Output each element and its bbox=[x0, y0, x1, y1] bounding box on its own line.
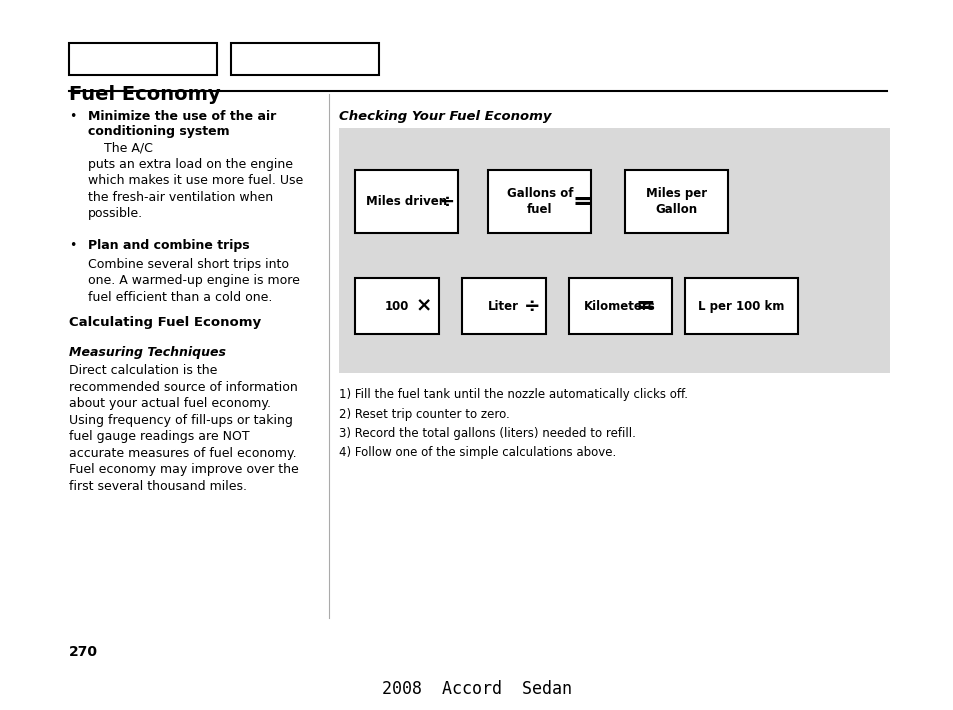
Text: Combine several short trips into
one. A warmed-up engine is more
fuel efficient : Combine several short trips into one. A … bbox=[88, 258, 299, 304]
Text: The A/C
puts an extra load on the engine
which makes it use more fuel. Use
the f: The A/C puts an extra load on the engine… bbox=[88, 141, 303, 220]
Bar bbox=[355, 278, 438, 334]
Text: Miles driven: Miles driven bbox=[365, 195, 447, 208]
Text: Direct calculation is the
recommended source of information
about your actual fu: Direct calculation is the recommended so… bbox=[69, 364, 298, 493]
Text: Measuring Techniques: Measuring Techniques bbox=[69, 346, 226, 359]
Text: ÷: ÷ bbox=[523, 297, 540, 315]
Bar bbox=[568, 278, 671, 334]
Bar bbox=[624, 170, 727, 233]
Text: 270: 270 bbox=[69, 645, 97, 659]
Bar bbox=[461, 278, 545, 334]
Text: •: • bbox=[69, 239, 76, 252]
Text: Liter: Liter bbox=[488, 300, 518, 312]
Text: Minimize the use of the air
conditioning system: Minimize the use of the air conditioning… bbox=[88, 110, 275, 138]
Bar bbox=[338, 128, 889, 373]
Text: =: = bbox=[572, 190, 591, 214]
Text: 100: 100 bbox=[384, 300, 409, 312]
Bar bbox=[231, 43, 378, 75]
Text: 4) Follow one of the simple calculations above.: 4) Follow one of the simple calculations… bbox=[338, 446, 616, 459]
Text: Plan and combine trips: Plan and combine trips bbox=[88, 239, 249, 252]
Text: Checking Your Fuel Economy: Checking Your Fuel Economy bbox=[338, 110, 551, 123]
Text: Fuel Economy: Fuel Economy bbox=[69, 85, 220, 104]
Text: 2008  Accord  Sedan: 2008 Accord Sedan bbox=[381, 680, 572, 698]
Text: •: • bbox=[69, 110, 76, 123]
Bar bbox=[488, 170, 591, 233]
Text: ÷: ÷ bbox=[438, 192, 454, 211]
Bar bbox=[69, 43, 216, 75]
Bar bbox=[355, 170, 457, 233]
Text: 3) Record the total gallons (liters) needed to refill.: 3) Record the total gallons (liters) nee… bbox=[338, 427, 635, 439]
Text: Miles per
Gallon: Miles per Gallon bbox=[645, 187, 706, 216]
Text: 1) Fill the fuel tank until the nozzle automatically clicks off.: 1) Fill the fuel tank until the nozzle a… bbox=[338, 388, 687, 401]
Text: =: = bbox=[635, 294, 654, 318]
Bar bbox=[684, 278, 797, 334]
Text: L per 100 km: L per 100 km bbox=[698, 300, 783, 312]
Text: Gallons of
fuel: Gallons of fuel bbox=[506, 187, 573, 216]
Text: 2) Reset trip counter to zero.: 2) Reset trip counter to zero. bbox=[338, 408, 509, 420]
Text: Calculating Fuel Economy: Calculating Fuel Economy bbox=[69, 316, 260, 329]
Text: ×: × bbox=[415, 297, 432, 315]
Text: Kilometers: Kilometers bbox=[583, 300, 656, 312]
